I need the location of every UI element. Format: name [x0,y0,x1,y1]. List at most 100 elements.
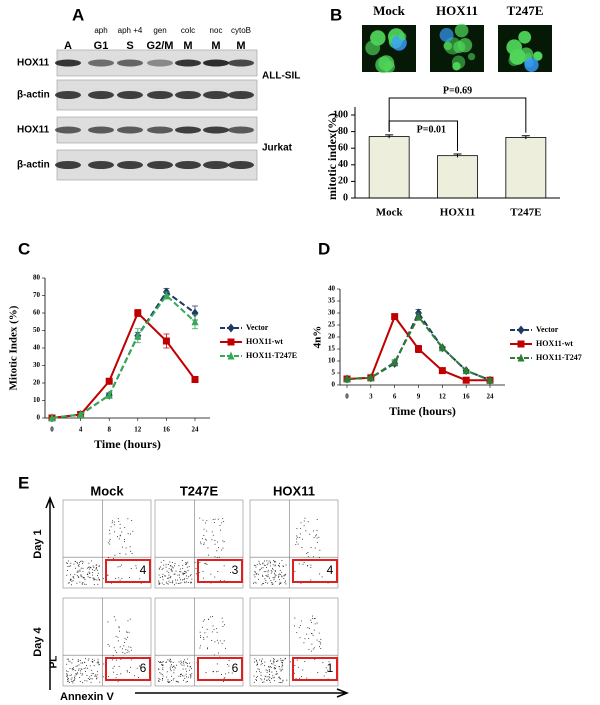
event-dot [161,673,163,675]
image-label: HOX11 [436,3,478,18]
event-dot [180,675,182,677]
legend-marker [227,338,235,346]
event-dot [204,538,206,540]
lane-treatment: aph +4 [118,26,143,35]
event-dot [203,542,205,544]
event-dot [199,647,201,649]
event-dot [274,574,276,576]
event-dot [88,658,90,660]
blot-row-label: HOX11 [17,125,50,136]
event-dot [191,668,192,670]
legend-label: HOX11-T247 [536,353,582,362]
event-dot [180,660,182,662]
point [462,376,470,384]
event-dot [278,676,280,678]
event-dot [172,666,173,668]
row-label: Day 1 [32,529,44,558]
event-dot [218,547,219,549]
event-dot [185,572,187,574]
event-dot [166,582,168,584]
bar [437,155,478,199]
event-dot [273,579,275,581]
event-dot [267,569,269,571]
event-dot [78,669,80,671]
image-label: Mock [373,3,406,18]
event-dot [76,571,78,573]
event-dot [215,671,217,673]
event-dot [170,565,172,567]
event-dot [278,564,280,566]
event-dot [279,574,281,576]
event-dot [78,564,80,565]
y-axis-title: 4n% [312,326,324,349]
event-dot [172,567,174,569]
event-dot [258,560,260,562]
event-dot [285,580,286,582]
event-dot [219,640,221,642]
event-dot [119,646,121,648]
event-dot [261,660,263,662]
event-dot [118,665,120,667]
event-dot [218,652,220,654]
y-axis-title: mitotic index(%) [325,113,339,200]
event-dot [129,533,131,535]
event-dot [185,564,187,566]
event-dot [185,681,187,683]
event-dot [267,582,269,584]
event-dot [311,643,313,645]
event-dot [300,582,302,584]
event-dot [73,669,75,670]
event-dot [306,677,308,679]
event-dot [93,659,95,661]
blot-band [117,161,143,169]
event-dot [297,543,299,545]
event-dot [67,566,69,567]
event-dot [75,674,77,676]
event-dot [166,570,168,572]
event-dot [82,567,84,569]
event-dot [83,667,85,669]
blot-band [147,59,173,67]
event-dot [113,647,115,649]
event-dot [270,580,272,582]
event-dot [318,536,320,538]
event-dot [168,660,170,662]
event-dot [314,547,316,549]
event-dot [281,662,283,663]
event-dot [77,660,79,662]
gate-percent: 3 [232,563,239,577]
event-dot [162,677,164,679]
event-dot [269,680,271,681]
event-dot [279,569,281,571]
event-dot [296,632,298,634]
event-dot [184,578,186,580]
x-tick-label: 4 [79,426,83,434]
event-dot [188,669,190,671]
event-dot [183,664,185,666]
event-dot [295,544,297,545]
event-dot [159,576,161,578]
event-dot [206,628,208,630]
event-dot [168,572,170,574]
event-dot [219,580,221,582]
y-tick-label: 15 [328,345,336,353]
event-dot [272,675,274,677]
event-dot [303,562,305,564]
event-dot [167,577,169,579]
event-dot [85,670,86,672]
event-dot [264,665,266,667]
event-dot [199,517,201,519]
y-tick-label: 80 [338,126,348,137]
event-dot [124,527,126,529]
event-dot [167,680,169,682]
event-dot [184,582,186,584]
event-dot [261,658,263,660]
event-dot [299,637,301,639]
event-dot [87,573,89,575]
event-dot [328,661,330,663]
event-dot [118,577,120,579]
event-dot [297,666,299,668]
event-dot [285,564,287,566]
point [462,366,470,375]
event-dot [158,574,160,576]
